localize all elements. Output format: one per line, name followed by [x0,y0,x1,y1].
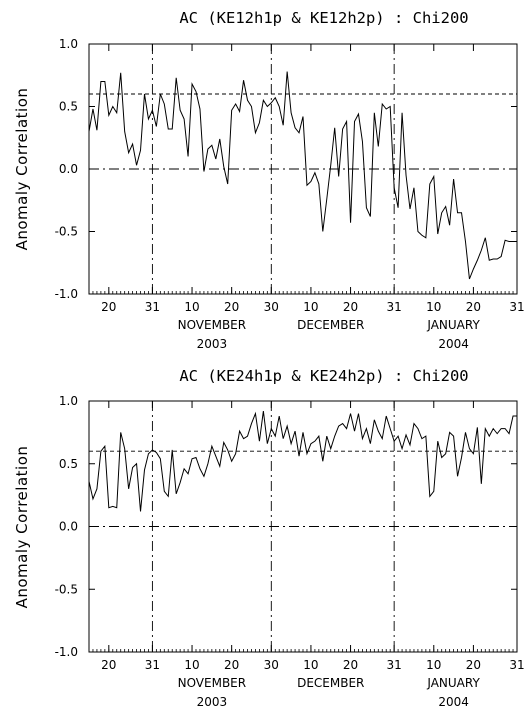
x-tick-label: 31 [145,300,160,314]
x-tick-label: 20 [343,300,358,314]
x-tick-label: 31 [509,658,524,672]
year-label: 2004 [438,337,469,351]
month-label: JANUARY [426,318,480,332]
x-tick-label: 31 [387,658,402,672]
month-label: DECEMBER [297,676,364,690]
year-label: 2004 [438,695,469,709]
chart-title: AC (KE12h1p & KE12h2p) : Chi200 [179,9,468,27]
x-tick-label: 10 [303,300,318,314]
x-tick-label: 10 [184,300,199,314]
x-tick-label: 10 [426,300,441,314]
x-tick-label: 31 [145,658,160,672]
chart-title: AC (KE24h1p & KE24h2p) : Chi200 [179,367,468,385]
chart-bottom: AC (KE24h1p & KE24h2p) : Chi200 Anomaly … [13,367,525,709]
year-label: 2003 [197,695,228,709]
chart-top: AC (KE12h1p & KE12h2p) : Chi200 Anomaly … [13,9,525,351]
y-tick-label: 0.0 [59,520,78,534]
x-tick-label: 20 [466,658,481,672]
y-tick-label: 0.5 [59,100,78,114]
y-tick-label: 0.0 [59,162,78,176]
x-tick-label: 10 [426,658,441,672]
x-tick-label: 31 [509,300,524,314]
x-tick-label: 30 [264,300,279,314]
x-tick-label: 20 [101,300,116,314]
y-tick-label: 1.0 [59,394,78,408]
x-tick-label: 20 [343,658,358,672]
y-tick-label: -0.5 [55,225,78,239]
y-tick-label: 1.0 [59,37,78,51]
series-line [88,410,517,512]
year-label: 2003 [197,337,228,351]
month-label: JANUARY [426,676,480,690]
x-tick-label: 10 [303,658,318,672]
x-tick-label: 20 [224,658,239,672]
month-label: NOVEMBER [178,676,247,690]
y-tick-label: -1.0 [55,287,78,301]
x-tick-label: 30 [264,658,279,672]
y-tick-label: 0.5 [59,457,78,471]
month-label: DECEMBER [297,318,364,332]
x-tick-label: 20 [224,300,239,314]
x-tick-label: 20 [101,658,116,672]
x-tick-label: 31 [387,300,402,314]
month-label: NOVEMBER [178,318,247,332]
series-line [88,71,517,280]
y-axis-label: Anomaly Correlation [13,446,31,609]
y-axis-label: Anomaly Correlation [13,88,31,251]
y-tick-label: -1.0 [55,645,78,659]
x-tick-label: 20 [466,300,481,314]
y-tick-label: -0.5 [55,582,78,596]
x-tick-label: 10 [184,658,199,672]
